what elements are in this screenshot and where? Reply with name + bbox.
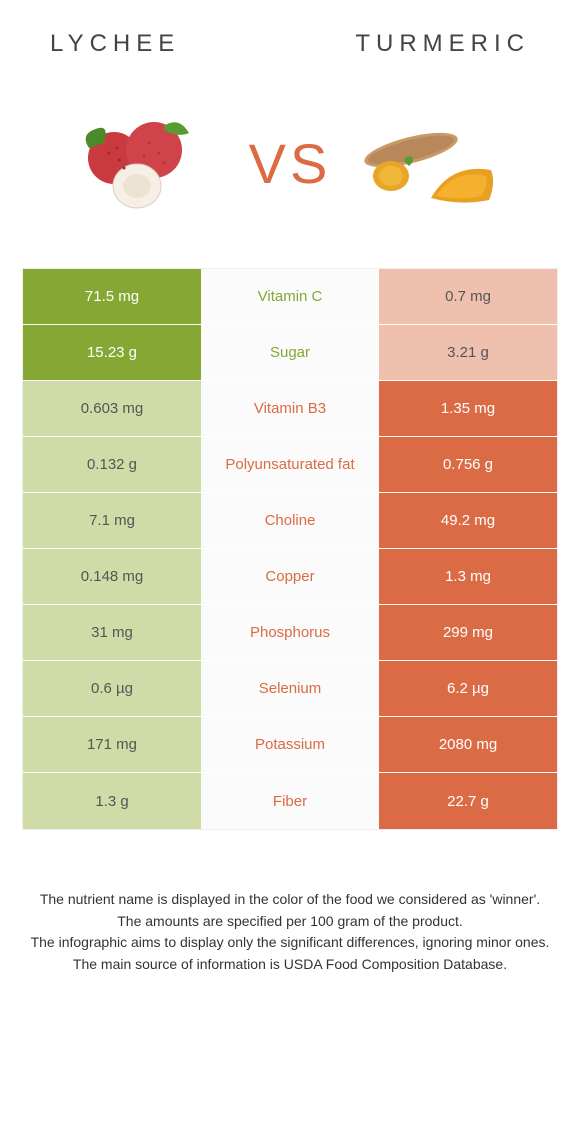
nutrient-name: Selenium	[201, 661, 379, 716]
table-row: 171 mgPotassium2080 mg	[23, 717, 557, 773]
right-value: 0.756 g	[379, 437, 557, 492]
vs-label: VS	[249, 131, 332, 196]
table-row: 31 mgPhosphorus299 mg	[23, 605, 557, 661]
nutrient-name: Potassium	[201, 717, 379, 772]
table-row: 15.23 gSugar3.21 g	[23, 325, 557, 381]
left-value: 1.3 g	[23, 773, 201, 829]
table-row: 0.148 mgCopper1.3 mg	[23, 549, 557, 605]
lychee-image	[69, 108, 229, 218]
left-value: 0.603 mg	[23, 381, 201, 436]
note-line: The nutrient name is displayed in the co…	[30, 890, 550, 910]
vs-row: VS	[0, 68, 580, 268]
left-value: 15.23 g	[23, 325, 201, 380]
left-value: 0.6 µg	[23, 661, 201, 716]
left-value: 71.5 mg	[23, 269, 201, 324]
table-row: 7.1 mgCholine49.2 mg	[23, 493, 557, 549]
nutrient-name: Phosphorus	[201, 605, 379, 660]
right-value: 299 mg	[379, 605, 557, 660]
turmeric-image	[351, 108, 511, 218]
left-value: 31 mg	[23, 605, 201, 660]
note-line: The amounts are specified per 100 gram o…	[30, 912, 550, 932]
table-row: 71.5 mgVitamin C0.7 mg	[23, 269, 557, 325]
nutrient-name: Choline	[201, 493, 379, 548]
nutrient-name: Copper	[201, 549, 379, 604]
note-line: The main source of information is USDA F…	[30, 955, 550, 975]
left-value: 171 mg	[23, 717, 201, 772]
left-value: 0.148 mg	[23, 549, 201, 604]
table-row: 0.603 mgVitamin B31.35 mg	[23, 381, 557, 437]
left-value: 0.132 g	[23, 437, 201, 492]
left-food-title: Lychee	[50, 30, 180, 58]
right-value: 2080 mg	[379, 717, 557, 772]
nutrient-name: Sugar	[201, 325, 379, 380]
right-value: 0.7 mg	[379, 269, 557, 324]
table-row: 0.6 µgSelenium6.2 µg	[23, 661, 557, 717]
table-row: 1.3 gFiber22.7 g	[23, 773, 557, 829]
right-value: 1.35 mg	[379, 381, 557, 436]
nutrient-name: Vitamin C	[201, 269, 379, 324]
note-line: The infographic aims to display only the…	[30, 933, 550, 953]
right-value: 22.7 g	[379, 773, 557, 829]
footer-notes: The nutrient name is displayed in the co…	[0, 830, 580, 996]
header: Lychee Turmeric	[0, 0, 580, 68]
right-food-title: Turmeric	[355, 30, 530, 58]
table-row: 0.132 gPolyunsaturated fat0.756 g	[23, 437, 557, 493]
right-value: 49.2 mg	[379, 493, 557, 548]
left-value: 7.1 mg	[23, 493, 201, 548]
right-value: 1.3 mg	[379, 549, 557, 604]
nutrient-name: Vitamin B3	[201, 381, 379, 436]
nutrient-name: Fiber	[201, 773, 379, 829]
nutrient-name: Polyunsaturated fat	[201, 437, 379, 492]
comparison-table: 71.5 mgVitamin C0.7 mg15.23 gSugar3.21 g…	[22, 268, 558, 830]
right-value: 6.2 µg	[379, 661, 557, 716]
right-value: 3.21 g	[379, 325, 557, 380]
